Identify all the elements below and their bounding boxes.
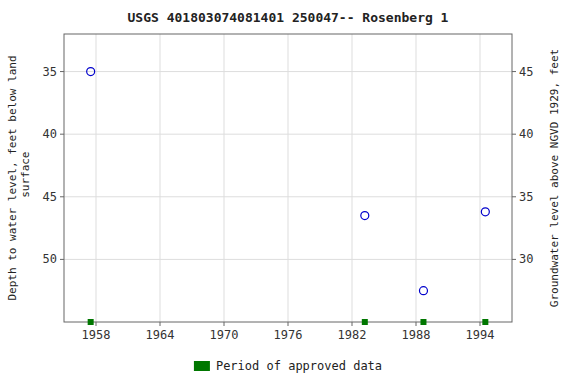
plot-frame xyxy=(64,34,512,322)
grid-line-x xyxy=(96,34,97,322)
axes: 1958 1964 1970 1976 1982 1988 1994 35 40 45 50 45 40… xyxy=(43,65,534,342)
x-tick-label: 1988 xyxy=(402,328,431,342)
y2-tick-label: 35 xyxy=(519,190,533,204)
x-tick xyxy=(288,322,289,326)
y-tick-label: 35 xyxy=(43,65,57,79)
grid xyxy=(64,34,512,322)
y-tick xyxy=(60,196,64,197)
grid-line-x xyxy=(160,34,161,322)
title: USGS 401803074081401 250047-- Rosenberg … xyxy=(128,10,449,25)
chart: 1958 1964 1970 1976 1982 1988 1994 35 40 45 50 45 40… xyxy=(0,0,576,384)
x-tick xyxy=(480,322,481,326)
point xyxy=(481,208,489,216)
grid-line-x xyxy=(352,34,353,322)
approved-marker xyxy=(88,319,94,325)
grid-line-x xyxy=(224,34,225,322)
grid-line-y xyxy=(64,134,512,135)
y-tick xyxy=(60,71,64,72)
x-tick-label: 1982 xyxy=(338,328,367,342)
y-axis-label-line: surface xyxy=(19,152,32,205)
y2-tick xyxy=(512,196,516,197)
marks xyxy=(87,68,490,325)
y2-tick xyxy=(512,259,516,260)
y2-tick xyxy=(512,134,516,135)
point xyxy=(361,212,369,220)
legend-swatch xyxy=(194,361,210,371)
y-tick-label: 40 xyxy=(43,127,57,141)
grid-line-x xyxy=(480,34,481,322)
x-tick-label: 1964 xyxy=(146,328,175,342)
x-tick xyxy=(416,322,417,326)
legend-label: Period of approved data xyxy=(216,359,382,373)
x-tick-label: 1958 xyxy=(82,328,111,342)
y2-tick xyxy=(512,71,516,72)
y-tick-label: 50 xyxy=(43,252,57,266)
approved-marker xyxy=(420,319,426,325)
y-axis-label-line: Depth to water level, feet below land xyxy=(6,55,19,300)
y2-tick-label: 45 xyxy=(519,65,533,79)
series xyxy=(88,319,489,325)
x-tick-label: 1970 xyxy=(210,328,239,342)
x-tick xyxy=(224,322,225,326)
x-tick xyxy=(160,322,161,326)
x-tick-label: 1994 xyxy=(466,328,495,342)
y2-tick-label: 30 xyxy=(519,252,533,266)
point xyxy=(87,68,95,76)
y-tick xyxy=(60,134,64,135)
x-tick xyxy=(96,322,97,326)
grid-line-y xyxy=(64,71,512,72)
legend: Period of approved data xyxy=(194,359,382,373)
y-tick-label: 45 xyxy=(43,190,57,204)
y-tick xyxy=(60,259,64,260)
grid-line-x xyxy=(288,34,289,322)
grid-line-y xyxy=(64,259,512,260)
approved-marker xyxy=(482,319,488,325)
y2-tick-label: 40 xyxy=(519,127,533,141)
x-tick-label: 1976 xyxy=(274,328,303,342)
y-axis-label: Depth to water level, feet below land su… xyxy=(6,55,32,300)
legend-item: Period of approved data xyxy=(194,359,382,373)
series xyxy=(87,68,490,295)
approved-marker xyxy=(362,319,368,325)
grid-line-y xyxy=(64,196,512,197)
point xyxy=(419,287,427,295)
grid-line-x xyxy=(416,34,417,322)
y2-axis-label: Groundwater level above NGVD 1929, feet xyxy=(548,49,561,307)
x-tick xyxy=(352,322,353,326)
